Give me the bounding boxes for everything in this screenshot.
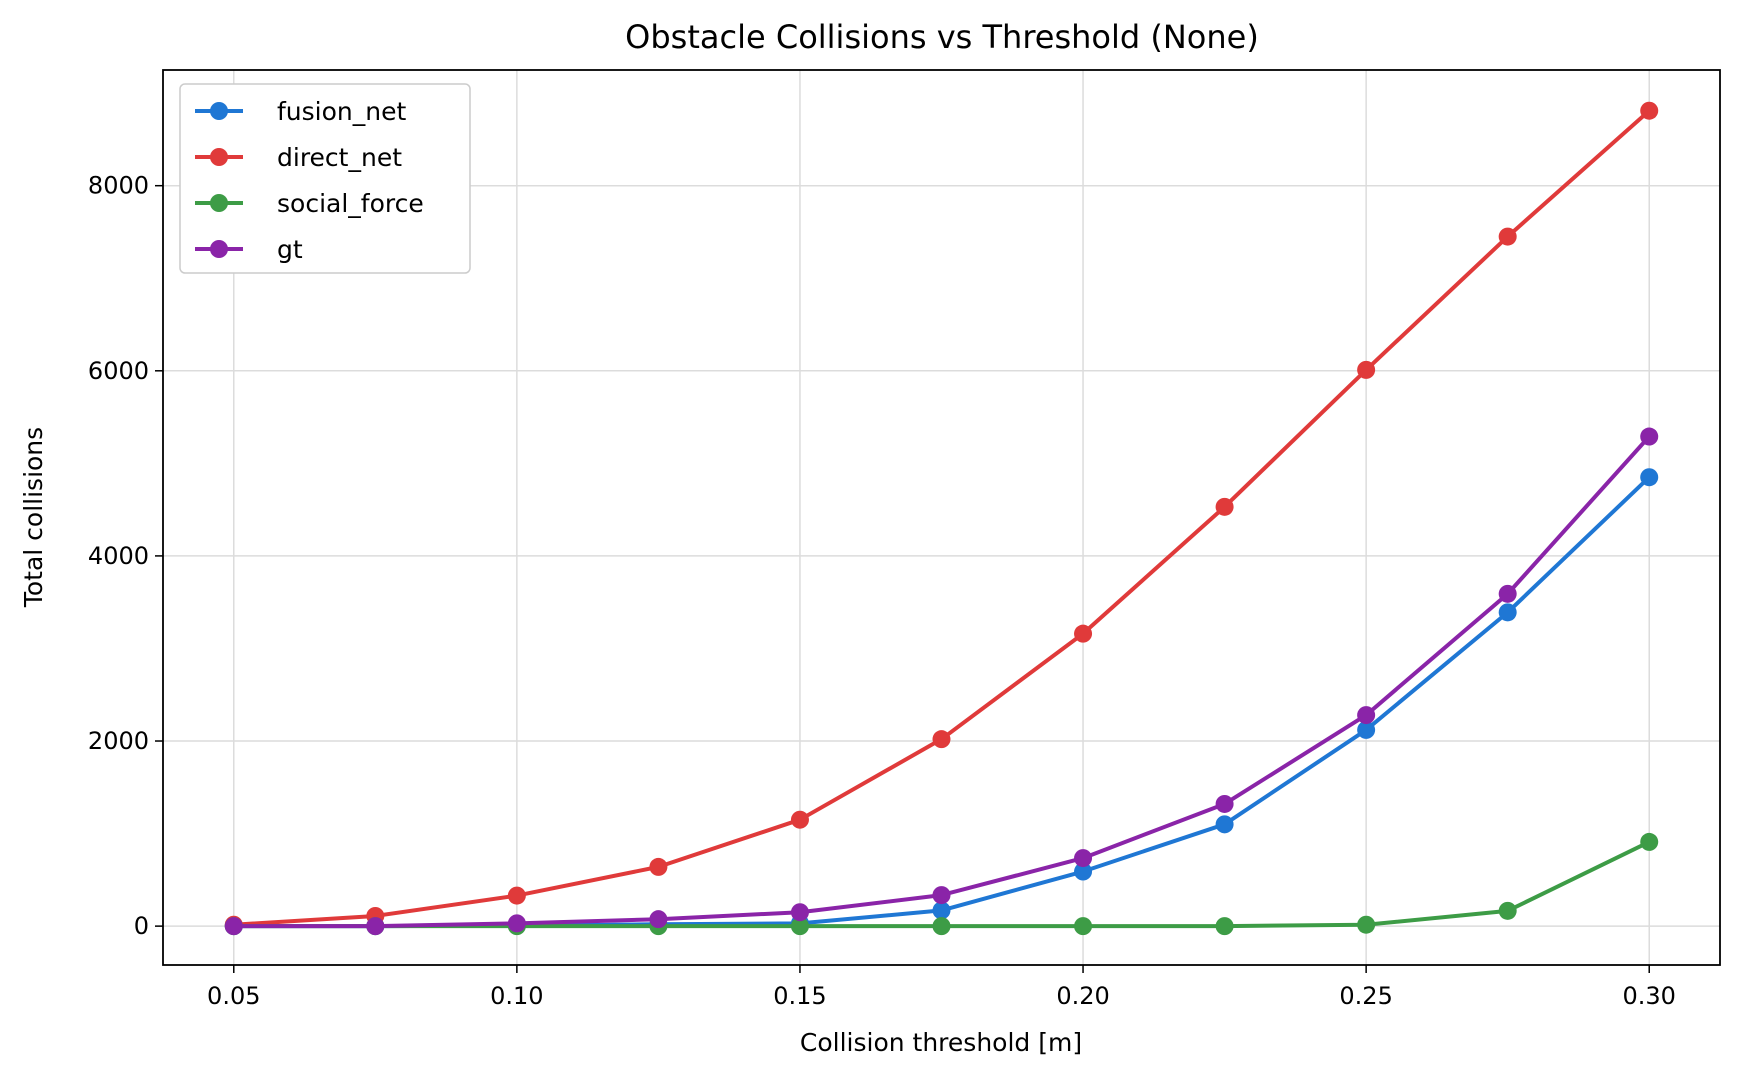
data-point	[1498, 227, 1517, 246]
legend-label: direct_net	[277, 143, 402, 172]
legend-label: social_force	[277, 189, 424, 218]
series-line-fusion-net	[231, 475, 1652, 929]
y-axis-label: Total collisions	[19, 427, 48, 608]
data-point	[1498, 603, 1517, 622]
x-tick-label: 0.30	[1623, 982, 1676, 1010]
data-point	[790, 917, 809, 936]
x-tick-label: 0.20	[1056, 982, 1109, 1010]
axis-ticks: 0.05 0.10 0.15 0.20 0.25 0.30 0 2000 4000 6000 800…	[88, 172, 1676, 1010]
data-point	[1215, 497, 1234, 516]
series-layer	[224, 101, 1659, 936]
legend-item: gt	[195, 235, 303, 264]
legend-marker	[210, 102, 228, 120]
legend-marker	[210, 148, 228, 166]
legend-item: social_force	[195, 189, 424, 218]
data-point	[224, 917, 243, 936]
data-point	[1074, 862, 1093, 881]
legend-marker	[210, 194, 228, 212]
data-point	[1357, 360, 1376, 379]
data-point	[1215, 815, 1234, 834]
chart-title: Obstacle Collisions vs Threshold (None)	[625, 18, 1259, 56]
data-point	[1357, 915, 1376, 934]
y-tick-label: 4000	[88, 542, 149, 570]
x-axis-label: Collision threshold [m]	[800, 1028, 1082, 1057]
x-tick-label: 0.25	[1339, 982, 1392, 1010]
series-gt	[224, 427, 1659, 936]
legend-marker	[210, 240, 228, 258]
data-point	[1640, 101, 1659, 120]
data-point	[649, 910, 668, 929]
data-point	[790, 903, 809, 922]
data-point	[1357, 720, 1376, 739]
data-point	[1640, 468, 1659, 487]
series-social-force	[224, 832, 1659, 936]
data-point	[1498, 584, 1517, 603]
series-line-gt	[231, 434, 1652, 929]
data-point	[1074, 624, 1093, 643]
data-point	[790, 810, 809, 829]
data-point	[1357, 706, 1376, 725]
data-point	[932, 730, 951, 749]
y-tick-label: 0	[134, 912, 149, 940]
legend-label: gt	[277, 235, 303, 264]
legend-item: fusion_net	[195, 97, 406, 126]
data-point	[1640, 427, 1659, 446]
data-point	[1498, 901, 1517, 920]
legend-label: fusion_net	[277, 97, 406, 126]
series-fusion-net	[224, 468, 1659, 936]
legend-box	[179, 83, 471, 274]
data-point	[932, 917, 951, 936]
plot-frame	[162, 69, 1721, 966]
y-tick-label: 6000	[88, 357, 149, 385]
data-point	[1074, 849, 1093, 868]
data-point	[1640, 832, 1659, 851]
data-point	[1215, 917, 1234, 936]
data-point	[366, 917, 385, 936]
data-point	[1074, 917, 1093, 936]
data-point	[932, 901, 951, 920]
x-tick-label: 0.15	[773, 982, 826, 1010]
data-point	[932, 886, 951, 905]
data-point	[507, 914, 526, 933]
y-tick-label: 8000	[88, 172, 149, 200]
legend-item: direct_net	[195, 143, 402, 172]
data-point	[1215, 794, 1234, 813]
data-point	[649, 857, 668, 876]
x-tick-label: 0.05	[207, 982, 260, 1010]
x-tick-label: 0.10	[490, 982, 543, 1010]
data-point	[507, 886, 526, 905]
series-direct-net	[224, 101, 1659, 934]
y-tick-label: 2000	[88, 727, 149, 755]
